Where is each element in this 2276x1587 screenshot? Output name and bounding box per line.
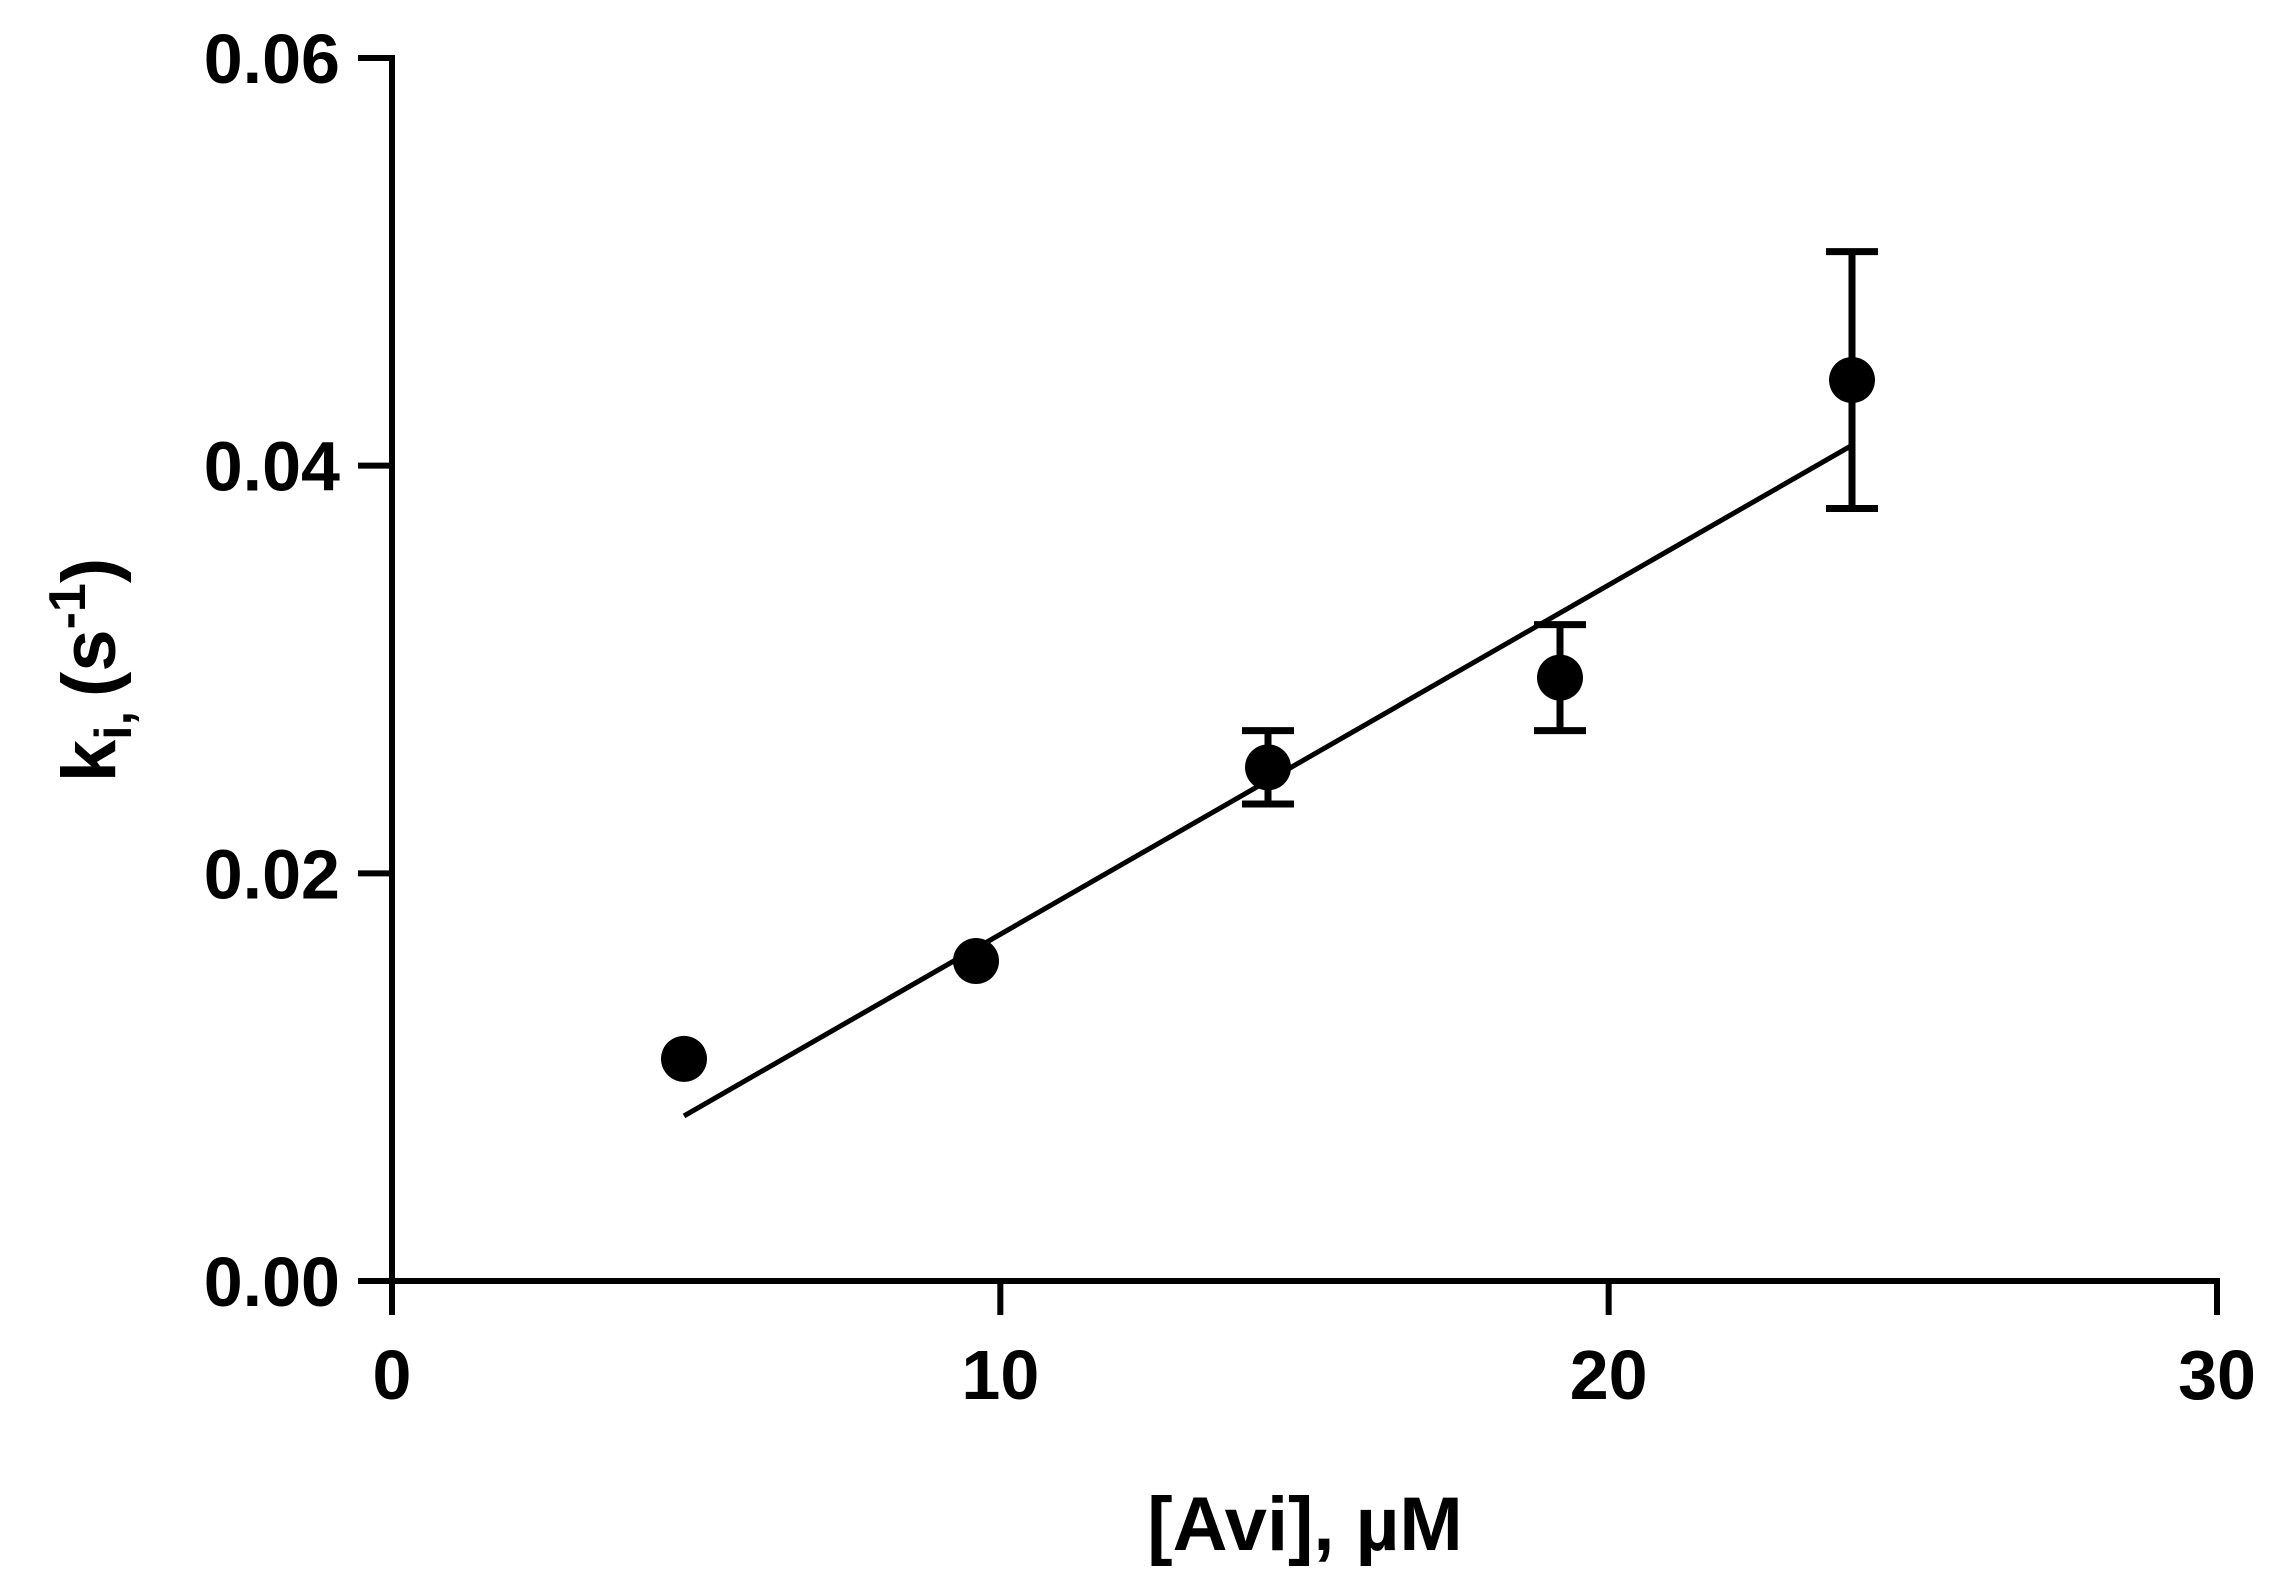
x-tick-label-3: 30 — [2178, 1336, 2256, 1414]
y-tick-label-0: 0.00 — [204, 1243, 340, 1321]
axes — [389, 55, 2220, 1284]
data-point-1 — [953, 937, 999, 984]
y-tick-label-2: 0.04 — [204, 428, 340, 506]
y-ticks: 0.00 0.02 0.04 0.06 — [204, 20, 392, 1321]
y-axis-title-subscript: i, — [85, 711, 143, 740]
x-ticks: 0 10 20 30 — [373, 1281, 2256, 1414]
y-axis-title-base: k — [47, 739, 132, 782]
x-tick-label-0: 0 — [373, 1336, 412, 1414]
y-axis-title: ki, (s-1) — [39, 558, 143, 782]
data-point-2 — [1245, 744, 1291, 791]
error-bars — [1242, 248, 1878, 808]
y-axis-title-unit-close: ) — [47, 558, 132, 583]
y-tick-label-3: 0.06 — [204, 20, 340, 98]
x-tick-label-1: 10 — [961, 1336, 1039, 1414]
x-tick-label-2: 20 — [1570, 1336, 1648, 1414]
data-points — [661, 357, 1875, 1082]
data-point-4 — [1829, 357, 1875, 404]
y-axis-title-unit-open: (s — [47, 629, 132, 697]
data-point-3 — [1537, 654, 1583, 701]
data-point-0 — [661, 1035, 707, 1082]
x-axis-title: [Avi], µM — [1147, 1482, 1462, 1567]
y-axis-title-superscript: -1 — [39, 583, 97, 629]
y-tick-label-1: 0.02 — [204, 835, 340, 913]
